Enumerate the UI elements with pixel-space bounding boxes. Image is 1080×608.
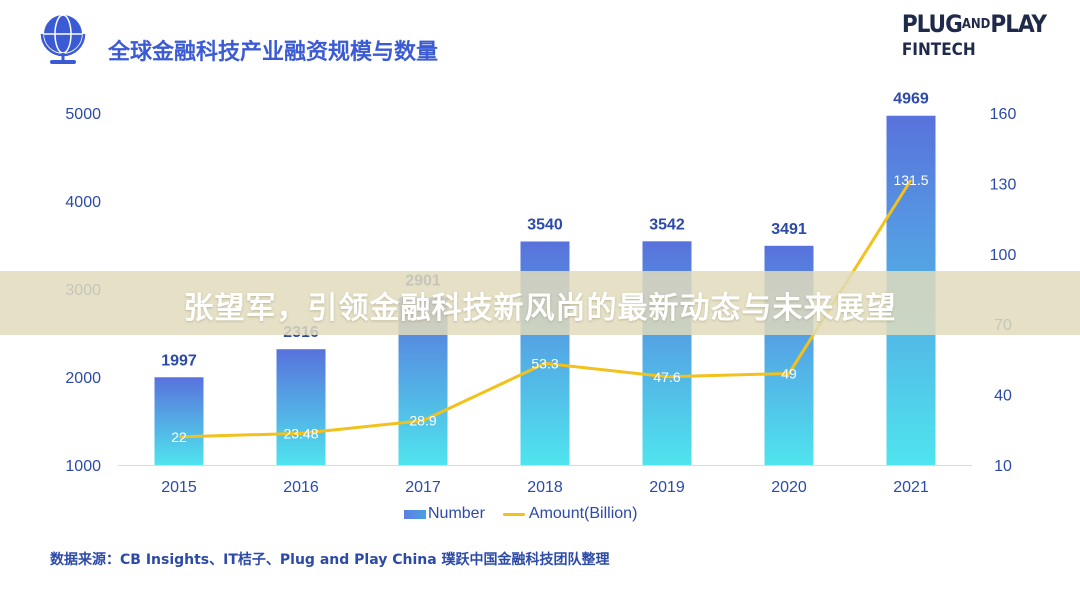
bar-value-label: 3491 <box>771 221 807 238</box>
x-tick-label: 2019 <box>649 479 685 496</box>
amount-value-label: 53.3 <box>531 355 558 371</box>
y-right-tick-label: 160 <box>990 106 1017 123</box>
overlay-banner-text: 张望军，引领金融科技新风尚的最新动态与未来展望 <box>183 291 897 326</box>
x-tick-label: 2021 <box>893 479 929 496</box>
y-right-tick-label: 10 <box>994 458 1012 475</box>
amount-value-label: 23.48 <box>283 425 318 441</box>
legend-number-label: Number <box>428 505 485 522</box>
y-left-tick-label: 5000 <box>65 106 101 123</box>
y-right-tick-label: 100 <box>990 247 1017 264</box>
x-tick-label: 2015 <box>161 479 197 496</box>
legend-line-swatch <box>502 512 525 516</box>
amount-value-label: 131.5 <box>893 172 928 188</box>
legend-bar-swatch <box>404 509 426 519</box>
data-source-note: 数据来源：CB Insights、IT桔子、Plug and Play Chin… <box>50 552 610 568</box>
amount-value-label: 49 <box>781 365 797 381</box>
y-left-tick-label: 2000 <box>65 370 101 387</box>
bar-value-label: 1997 <box>161 352 197 369</box>
bar-2016 <box>276 349 326 465</box>
amount-value-label: 47.6 <box>653 369 680 385</box>
chart-legend: Number Amount(Billion) <box>404 503 637 525</box>
x-tick-label: 2020 <box>771 479 807 496</box>
y-left-tick-label: 1000 <box>65 458 101 475</box>
bar-value-label: 4969 <box>893 91 929 108</box>
y-right-tick-label: 40 <box>994 388 1012 405</box>
amount-value-label: 28.9 <box>409 413 436 429</box>
logo-text-main: PLUG <box>901 10 963 38</box>
x-tick-label: 2016 <box>283 479 319 496</box>
chart-title: 全球金融科技产业融资规模与数量 <box>108 40 439 65</box>
y-right-tick-label: 130 <box>990 176 1017 193</box>
bar-value-label: 3542 <box>649 216 685 233</box>
overlay-banner <box>0 271 1080 335</box>
x-tick-label: 2018 <box>527 479 563 496</box>
bar-2015 <box>154 377 204 465</box>
logo-text-small: AND <box>961 17 991 32</box>
y-left-tick-label: 4000 <box>65 194 101 211</box>
amount-line <box>178 179 913 439</box>
plugandplay-logo: PLUGANDPLAY FINTECH <box>901 10 1047 61</box>
amount-value-label: 22 <box>171 429 187 445</box>
globe-icon <box>40 12 86 72</box>
logo-text-fintech: FINTECH <box>901 40 976 60</box>
bar-value-label: 3540 <box>527 216 563 233</box>
legend-amount-label: Amount(Billion) <box>528 505 638 522</box>
logo-text-end: PLAY <box>990 10 1047 38</box>
x-tick-label: 2017 <box>405 479 441 496</box>
